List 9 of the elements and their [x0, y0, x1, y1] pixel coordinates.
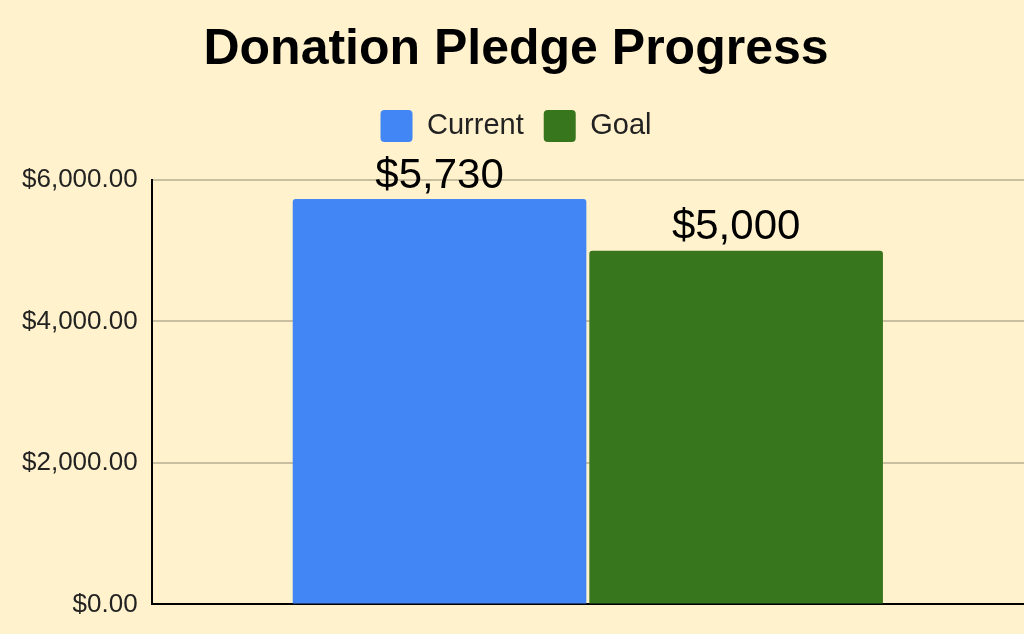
- y-tick-label: $6,000.00: [22, 163, 138, 194]
- y-tick-label: $4,000.00: [22, 304, 138, 335]
- y-tick-label: $2,000.00: [22, 446, 138, 477]
- y-tick-label: $0.00: [72, 587, 138, 618]
- chart-title: Donation Pledge Progress: [203, 18, 829, 75]
- data-label: $5,000: [671, 201, 801, 249]
- legend-label: Goal: [590, 108, 652, 140]
- legend-label: Current: [427, 108, 524, 140]
- data-label: $5,730: [375, 149, 504, 197]
